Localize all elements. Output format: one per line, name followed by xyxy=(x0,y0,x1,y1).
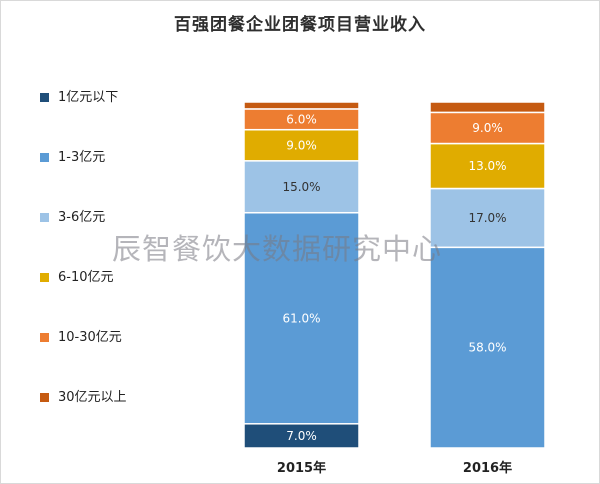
data-label: 17.0% xyxy=(468,211,506,225)
data-label: 15.0% xyxy=(282,180,320,194)
bar-segment xyxy=(243,101,360,110)
legend-label: 6-10亿元 xyxy=(58,270,114,285)
data-label: 58.0% xyxy=(468,341,506,355)
data-label: 6.0% xyxy=(286,112,317,126)
bar-segment xyxy=(243,128,360,162)
bar-segment xyxy=(243,211,360,425)
legend-swatch xyxy=(40,93,49,102)
bar-segment xyxy=(243,160,360,214)
data-label: 9.0% xyxy=(472,121,503,135)
data-label: 13.0% xyxy=(468,159,506,173)
bar-segment xyxy=(429,246,546,449)
legend-label: 10-30亿元 xyxy=(58,330,122,345)
legend-label: 30亿元以上 xyxy=(58,390,127,405)
legend-swatch xyxy=(40,273,49,282)
x-tick-label: 2015年 xyxy=(277,460,326,476)
bar-segment xyxy=(429,111,546,145)
watermark: 辰智餐饮大数据研究中心 xyxy=(112,232,443,266)
legend-swatch xyxy=(40,213,49,222)
legend-label: 1-3亿元 xyxy=(58,150,106,165)
legend-label: 3-6亿元 xyxy=(58,210,106,225)
bar-segment xyxy=(243,423,360,449)
x-tick-label: 2016年 xyxy=(463,460,512,476)
legend-label: 1亿元以下 xyxy=(58,90,119,105)
bar-segment xyxy=(429,101,546,114)
chart-title: 百强团餐企业团餐项目营业收入 xyxy=(174,15,426,35)
data-label: 7.0% xyxy=(286,429,317,443)
bar-segment xyxy=(429,142,546,190)
data-label: 9.0% xyxy=(286,138,317,152)
data-label: 61.0% xyxy=(282,311,320,325)
legend-swatch xyxy=(40,393,49,402)
legend-swatch xyxy=(40,333,49,342)
bar-segment xyxy=(429,187,546,249)
legend-swatch xyxy=(40,153,49,162)
